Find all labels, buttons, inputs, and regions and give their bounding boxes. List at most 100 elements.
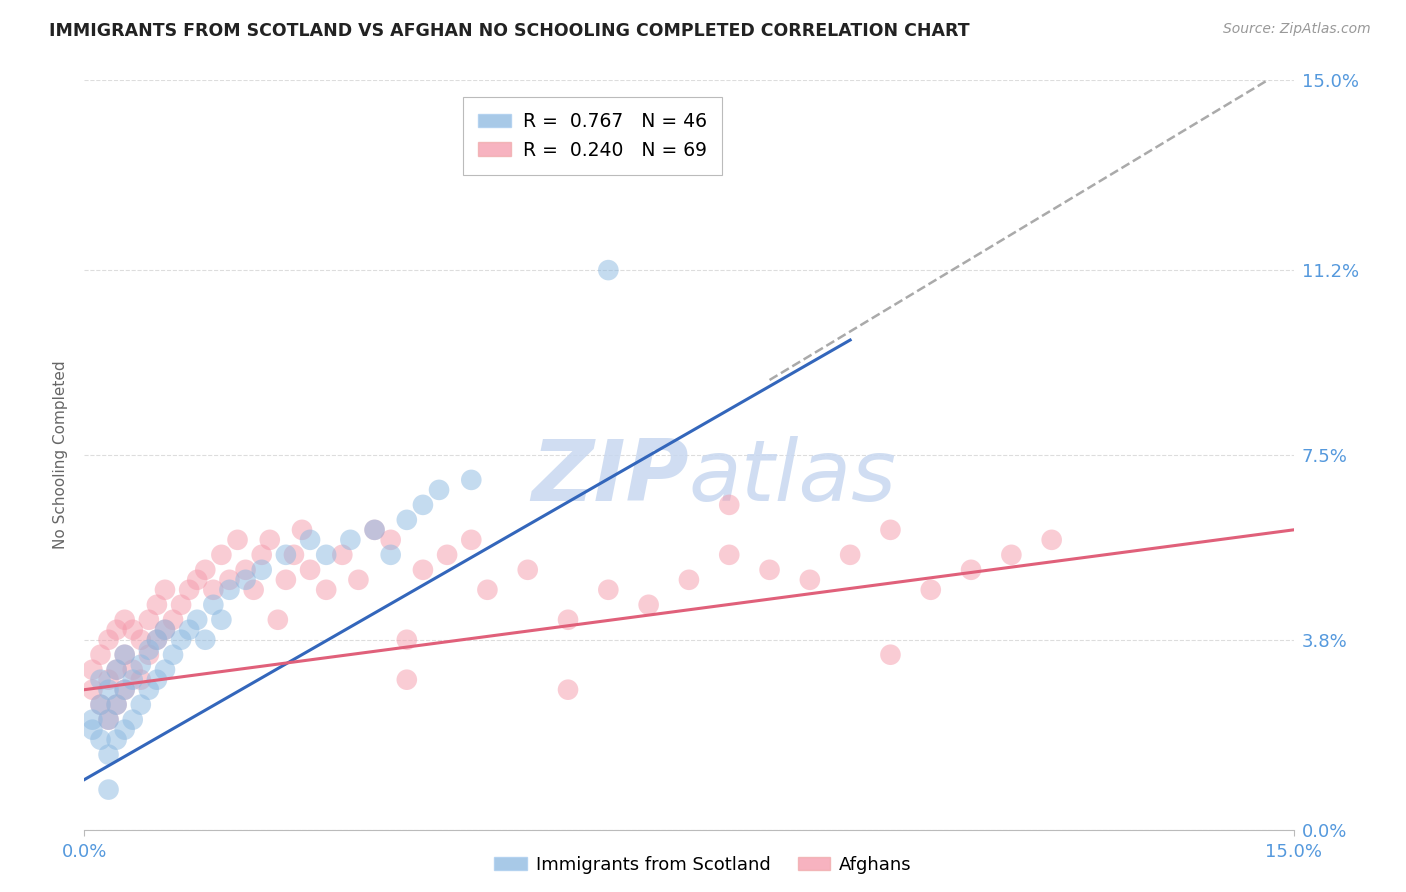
- Point: [718, 498, 741, 512]
- Point: [598, 582, 620, 597]
- Point: [114, 648, 136, 662]
- Point: [412, 498, 434, 512]
- Point: [82, 682, 104, 697]
- Point: [202, 598, 225, 612]
- Point: [82, 713, 104, 727]
- Point: [114, 682, 136, 697]
- Text: atlas: atlas: [689, 436, 897, 519]
- Point: [1040, 533, 1063, 547]
- Point: [218, 582, 240, 597]
- Point: [427, 483, 450, 497]
- Point: [97, 713, 120, 727]
- Point: [121, 623, 143, 637]
- Point: [129, 632, 152, 647]
- Point: [839, 548, 862, 562]
- Point: [186, 573, 208, 587]
- Point: [557, 682, 579, 697]
- Legend: Immigrants from Scotland, Afghans: Immigrants from Scotland, Afghans: [485, 847, 921, 883]
- Point: [315, 548, 337, 562]
- Point: [380, 548, 402, 562]
- Point: [299, 563, 322, 577]
- Point: [226, 533, 249, 547]
- Point: [460, 473, 482, 487]
- Point: [960, 563, 983, 577]
- Point: [105, 732, 128, 747]
- Point: [1000, 548, 1022, 562]
- Point: [89, 648, 111, 662]
- Point: [114, 723, 136, 737]
- Point: [121, 663, 143, 677]
- Point: [82, 663, 104, 677]
- Point: [97, 713, 120, 727]
- Text: IMMIGRANTS FROM SCOTLAND VS AFGHAN NO SCHOOLING COMPLETED CORRELATION CHART: IMMIGRANTS FROM SCOTLAND VS AFGHAN NO SC…: [49, 22, 970, 40]
- Point: [209, 548, 232, 562]
- Point: [129, 673, 152, 687]
- Point: [477, 582, 499, 597]
- Point: [129, 657, 152, 672]
- Point: [162, 648, 184, 662]
- Point: [395, 632, 418, 647]
- Point: [250, 548, 273, 562]
- Point: [97, 673, 120, 687]
- Point: [678, 573, 700, 587]
- Point: [557, 613, 579, 627]
- Point: [274, 548, 297, 562]
- Point: [267, 613, 290, 627]
- Legend: R =  0.767   N = 46, R =  0.240   N = 69: R = 0.767 N = 46, R = 0.240 N = 69: [463, 97, 721, 175]
- Point: [97, 782, 120, 797]
- Point: [218, 573, 240, 587]
- Text: Source: ZipAtlas.com: Source: ZipAtlas.com: [1223, 22, 1371, 37]
- Point: [138, 642, 160, 657]
- Point: [146, 673, 169, 687]
- Point: [97, 747, 120, 762]
- Point: [153, 623, 176, 637]
- Point: [920, 582, 942, 597]
- Y-axis label: No Schooling Completed: No Schooling Completed: [53, 360, 69, 549]
- Point: [114, 613, 136, 627]
- Point: [179, 582, 201, 597]
- Point: [395, 673, 418, 687]
- Point: [259, 533, 281, 547]
- Point: [179, 623, 201, 637]
- Point: [129, 698, 152, 712]
- Point: [637, 598, 659, 612]
- Point: [82, 723, 104, 737]
- Point: [162, 613, 184, 627]
- Point: [283, 548, 305, 562]
- Point: [89, 698, 111, 712]
- Point: [718, 548, 741, 562]
- Point: [146, 632, 169, 647]
- Point: [138, 682, 160, 697]
- Point: [380, 533, 402, 547]
- Point: [89, 673, 111, 687]
- Point: [299, 533, 322, 547]
- Point: [242, 582, 264, 597]
- Point: [250, 563, 273, 577]
- Point: [97, 682, 120, 697]
- Point: [153, 663, 176, 677]
- Point: [879, 523, 901, 537]
- Point: [97, 632, 120, 647]
- Point: [105, 698, 128, 712]
- Point: [153, 582, 176, 597]
- Point: [202, 582, 225, 597]
- Point: [138, 648, 160, 662]
- Point: [153, 623, 176, 637]
- Point: [879, 648, 901, 662]
- Point: [412, 563, 434, 577]
- Point: [89, 732, 111, 747]
- Point: [436, 548, 458, 562]
- Point: [138, 613, 160, 627]
- Point: [121, 673, 143, 687]
- Point: [146, 632, 169, 647]
- Point: [799, 573, 821, 587]
- Point: [114, 682, 136, 697]
- Point: [460, 533, 482, 547]
- Point: [347, 573, 370, 587]
- Point: [330, 548, 353, 562]
- Point: [105, 663, 128, 677]
- Point: [363, 523, 385, 537]
- Point: [291, 523, 314, 537]
- Point: [186, 613, 208, 627]
- Point: [170, 598, 193, 612]
